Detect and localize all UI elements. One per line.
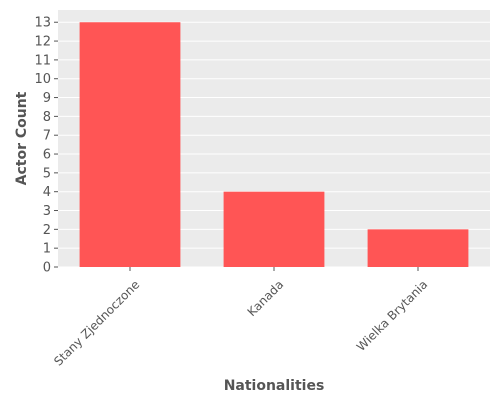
y-tick-label: 8 [43,110,51,125]
y-tick-label: 13 [34,16,51,31]
bars [79,22,469,267]
y-tick-label: 5 [43,166,51,181]
y-tick-label: 2 [43,223,51,238]
bar [367,229,469,267]
x-tick-label: Stany Zjednoczone [51,277,142,368]
bar [223,191,325,267]
y-tick-label: 6 [43,148,51,163]
x-tick-label: Kanada [245,277,287,319]
y-tick-label: 1 [43,242,51,257]
y-tick-label: 3 [43,204,51,219]
x-axis-title: Nationalities [224,378,325,394]
y-tick-label: 7 [43,129,51,144]
y-tick-label: 4 [43,185,51,200]
x-axis-ticks: Stany Zjednoczone Kanada Wielka Brytania [51,267,430,369]
bar [79,22,181,267]
y-tick-label: 12 [34,35,51,50]
x-tick-label: Wielka Brytania [354,277,431,354]
y-tick-label: 10 [34,72,51,87]
y-axis-title: Actor Count [14,91,30,185]
y-tick-label: 9 [43,91,51,106]
y-tick-label: 0 [43,261,51,276]
y-tick-label: 11 [34,53,51,68]
